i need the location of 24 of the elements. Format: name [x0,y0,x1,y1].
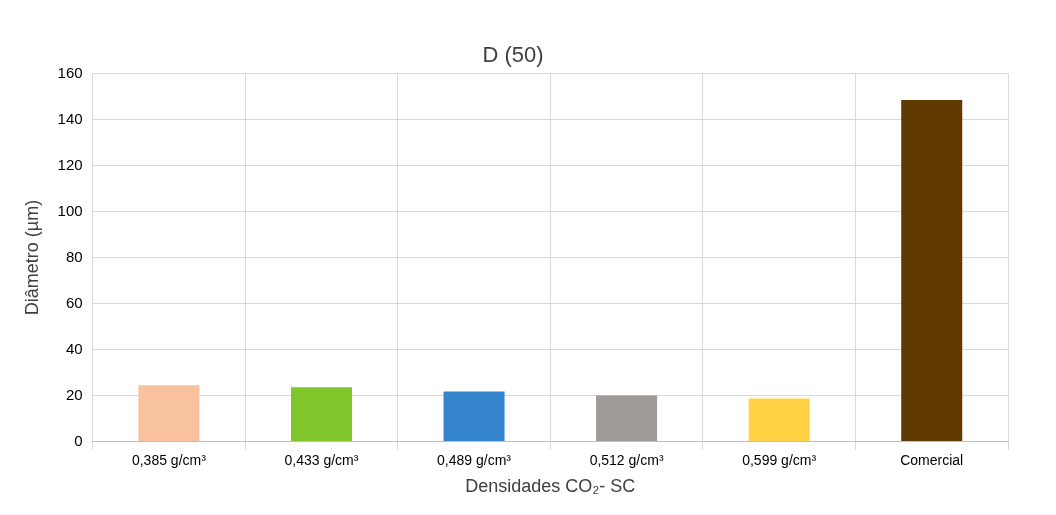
x-tick-label: 0,599 g/cm³ [742,451,817,468]
bar [901,100,963,442]
x-tick-label: 0,489 g/cm³ [437,451,512,468]
bar [596,395,658,442]
x-tick-label: Comercial [900,451,964,468]
y-tick-label: 100 [57,201,83,219]
y-tick-label: 40 [65,339,83,357]
y-tick-label: 160 [57,63,83,81]
bar [443,391,505,442]
y-axis-title: Diâmetro (µm) [21,199,42,316]
y-tick-label: 20 [65,385,83,403]
x-tick-label: 0,433 g/cm³ [284,451,359,468]
bar [290,387,352,442]
y-tick-label: 120 [57,155,83,173]
x-tick-label: 0,385 g/cm³ [131,451,207,468]
bar [748,398,810,442]
y-tick-label: 60 [65,293,83,311]
y-tick-label: 80 [65,247,83,265]
chart-title: D (50) [482,42,544,68]
y-tick-label: 0 [74,431,83,449]
bar [138,385,200,442]
x-tick-label: 0,512 g/cm³ [589,451,664,468]
y-tick-label: 140 [57,109,83,127]
x-axis-title: Densidades CO₂- SC [465,476,636,497]
